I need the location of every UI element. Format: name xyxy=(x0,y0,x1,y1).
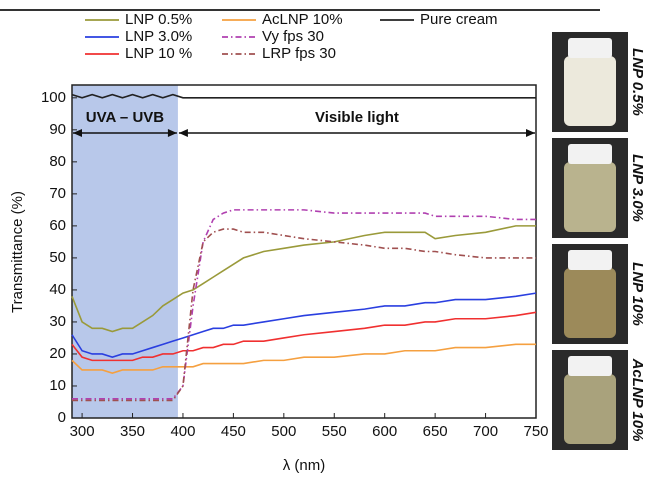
legend-label: Pure cream xyxy=(420,11,498,28)
legend-label: Vy fps 30 xyxy=(262,28,324,45)
legend-label: AcLNP 10% xyxy=(262,11,343,28)
legend-label: LNP 10 % xyxy=(125,45,192,62)
jar-cap xyxy=(568,144,612,164)
annotation: Visible light xyxy=(315,109,399,126)
x-tick-label: 400 xyxy=(170,423,195,440)
y-tick-label: 50 xyxy=(49,249,66,266)
photo-label: AcLNP 10% xyxy=(629,358,646,442)
annotation: UVA – UVB xyxy=(86,109,165,126)
photo-label: LNP 3.0% xyxy=(629,154,646,222)
jar-body xyxy=(564,268,616,338)
y-tick-label: 40 xyxy=(49,281,66,298)
photo-label: LNP 10% xyxy=(629,262,646,326)
legend-label: LNP 3.0% xyxy=(125,28,192,45)
y-tick-label: 10 xyxy=(49,377,66,394)
x-tick-label: 650 xyxy=(423,423,448,440)
x-tick-label: 350 xyxy=(120,423,145,440)
x-tick-label: 600 xyxy=(372,423,397,440)
y-tick-label: 30 xyxy=(49,313,66,330)
jar-body xyxy=(564,56,616,126)
x-tick-label: 700 xyxy=(473,423,498,440)
y-tick-label: 20 xyxy=(49,345,66,362)
jar-body xyxy=(564,162,616,232)
jar-cap xyxy=(568,250,612,270)
x-axis-label: λ (nm) xyxy=(283,457,326,474)
y-axis-label: Transmittance (%) xyxy=(9,191,26,313)
jar-cap xyxy=(568,356,612,376)
x-tick-label: 750 xyxy=(523,423,548,440)
jar-body xyxy=(564,374,616,444)
series-line xyxy=(72,209,536,400)
series-line xyxy=(71,292,537,359)
series-line xyxy=(72,228,536,402)
legend-label: LNP 0.5% xyxy=(125,11,192,28)
series-line xyxy=(71,311,537,362)
x-tick-label: 300 xyxy=(70,423,95,440)
y-tick-label: 80 xyxy=(49,153,66,170)
uv-region xyxy=(72,85,178,418)
series-line xyxy=(71,343,536,375)
y-tick-label: 70 xyxy=(49,185,66,202)
x-tick-label: 450 xyxy=(221,423,246,440)
x-tick-label: 550 xyxy=(322,423,347,440)
series-line xyxy=(71,93,536,99)
plot-frame xyxy=(71,84,537,419)
photo-label: LNP 0.5% xyxy=(629,48,646,116)
x-tick-label: 500 xyxy=(271,423,296,440)
y-tick-label: 0 xyxy=(58,409,66,426)
y-tick-label: 90 xyxy=(49,121,66,138)
y-tick-label: 60 xyxy=(49,217,66,234)
series-line xyxy=(71,225,536,333)
legend-label: LRP fps 30 xyxy=(262,45,336,62)
y-tick-label: 100 xyxy=(41,89,66,106)
jar-cap xyxy=(568,38,612,58)
